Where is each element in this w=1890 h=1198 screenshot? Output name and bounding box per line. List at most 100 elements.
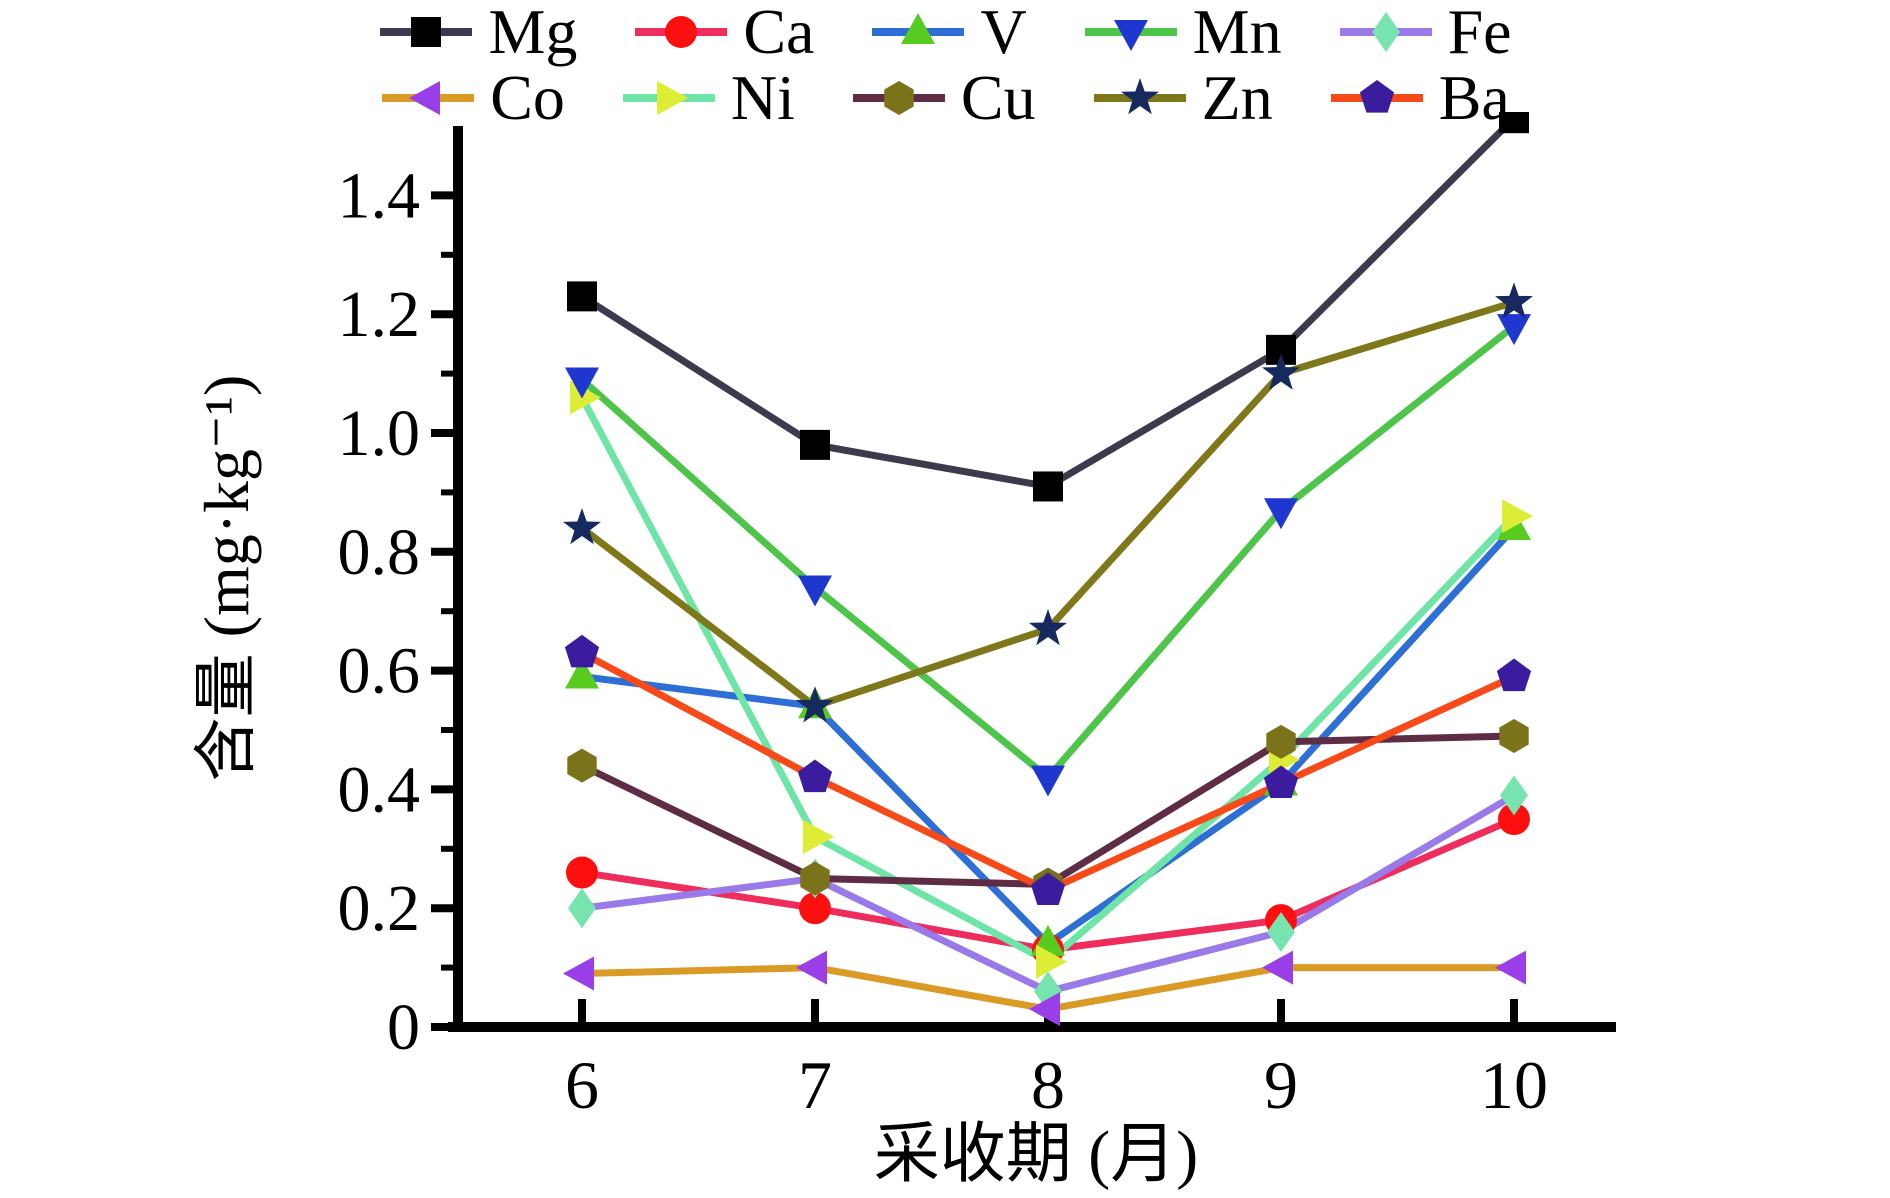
y-axis-title: 含量 (mg·kg⁻¹) bbox=[191, 375, 262, 782]
series-line-Cu bbox=[580, 732, 1515, 888]
series-markers-Mg bbox=[567, 112, 1529, 502]
legend-item-co: Co bbox=[380, 66, 565, 130]
legend-swatch-zn bbox=[1093, 78, 1186, 115]
legend-item-cu: Cu bbox=[851, 66, 1036, 130]
ni-triangle-right-marker-icon bbox=[1036, 944, 1067, 979]
co-triangle-left-marker-icon bbox=[1495, 950, 1526, 985]
legend-item-fe: Fe bbox=[1338, 0, 1512, 64]
mg-square-marker-icon bbox=[800, 429, 830, 460]
series-markers-Zn bbox=[563, 282, 1533, 723]
mn-triangle-down-marker-icon bbox=[798, 575, 832, 607]
ba-pentagon-marker-icon bbox=[1263, 765, 1299, 799]
zn-star-marker-icon bbox=[1029, 609, 1067, 646]
mn-triangle-down-marker-icon bbox=[1031, 765, 1065, 797]
ba-pentagon-marker-icon bbox=[1496, 658, 1532, 692]
cu-hexagon-marker-icon bbox=[800, 861, 830, 896]
legend-swatch-co bbox=[382, 81, 475, 115]
y-tick-label: 0.6 bbox=[338, 635, 421, 708]
ticks-group bbox=[431, 191, 1518, 1031]
mn-triangle-down-marker-icon bbox=[1497, 314, 1531, 346]
ba-pentagon-marker-icon bbox=[1359, 80, 1394, 113]
v-triangle-up-marker-icon bbox=[565, 657, 599, 689]
series-markers-Co bbox=[563, 950, 1526, 1027]
co-triangle-left-marker-icon bbox=[796, 950, 827, 985]
co-triangle-left-marker-icon bbox=[409, 81, 441, 115]
legend-label-ba: Ba bbox=[1438, 62, 1510, 133]
mn-triangle-down-marker-icon bbox=[1264, 498, 1298, 530]
v-triangle-up-marker-icon bbox=[901, 13, 936, 44]
legend-label-ni: Ni bbox=[730, 62, 795, 133]
ca-circle-marker-icon bbox=[1498, 803, 1530, 836]
legend-label-zn: Zn bbox=[1201, 62, 1273, 133]
mn-triangle-down-marker-icon bbox=[1113, 20, 1148, 51]
legend-swatch-cu bbox=[852, 81, 945, 115]
legend: Mg Ca V Mn Fe Co Ni Cu Zn Ba bbox=[0, 0, 1890, 130]
cu-hexagon-marker-icon bbox=[884, 81, 914, 115]
legend-label-fe: Fe bbox=[1447, 0, 1512, 67]
legend-label-v: V bbox=[980, 0, 1027, 67]
zn-star-marker-icon bbox=[563, 508, 601, 545]
ni-triangle-right-marker-icon bbox=[656, 81, 688, 115]
fe-diamond-marker-icon bbox=[1267, 911, 1295, 952]
x-tick-label: 8 bbox=[1031, 1047, 1065, 1123]
legend-item-mg: Mg bbox=[378, 0, 577, 64]
zn-star-marker-icon bbox=[796, 686, 834, 723]
legend-item-mn: Mn bbox=[1083, 0, 1282, 64]
legend-label-cu: Cu bbox=[960, 62, 1036, 133]
ba-pentagon-marker-icon bbox=[797, 759, 833, 793]
y-tick-label: 1.2 bbox=[338, 278, 421, 351]
cu-hexagon-marker-icon bbox=[1499, 718, 1529, 753]
y-tick-label: 1.0 bbox=[338, 397, 421, 470]
series-line-Mn bbox=[579, 323, 1517, 783]
legend-item-ca: Ca bbox=[633, 0, 814, 64]
y-tick-label: 0.4 bbox=[338, 753, 421, 826]
mg-square-marker-icon bbox=[1033, 471, 1063, 502]
x-tick-label: 6 bbox=[565, 1047, 599, 1123]
legend-row-2: Co Ni Cu Zn Ba bbox=[0, 66, 1890, 130]
series-line-Mg bbox=[580, 115, 1517, 491]
fe-diamond-marker-icon bbox=[1371, 12, 1400, 52]
legend-label-co: Co bbox=[490, 62, 565, 133]
ba-pentagon-marker-icon bbox=[1030, 872, 1066, 905]
co-triangle-left-marker-icon bbox=[1029, 992, 1060, 1027]
legend-swatch-v bbox=[872, 13, 965, 44]
legend-swatch-ni bbox=[622, 81, 715, 115]
legend-label-mn: Mn bbox=[1192, 0, 1282, 67]
ca-circle-marker-icon bbox=[566, 856, 598, 889]
ba-pentagon-marker-icon bbox=[564, 634, 600, 668]
x-axis-title: 采收期 (月) bbox=[874, 1118, 1198, 1191]
series-markers-Mn bbox=[565, 314, 1531, 797]
y-tick-label: 1.4 bbox=[338, 159, 421, 232]
legend-swatch-mg bbox=[380, 17, 473, 47]
x-tick-label: 10 bbox=[1480, 1047, 1548, 1123]
ni-triangle-right-marker-icon bbox=[803, 819, 834, 854]
legend-item-ni: Ni bbox=[621, 66, 795, 130]
legend-swatch-ba bbox=[1330, 80, 1423, 113]
zn-star-marker-icon bbox=[1495, 282, 1533, 319]
x-tick-label: 7 bbox=[798, 1047, 832, 1123]
legend-swatch-mn bbox=[1084, 20, 1177, 51]
axes-group bbox=[448, 126, 1616, 1032]
fe-diamond-marker-icon bbox=[1500, 775, 1528, 816]
legend-label-mg: Mg bbox=[488, 0, 578, 67]
mg-square-marker-icon bbox=[567, 281, 597, 312]
co-triangle-left-marker-icon bbox=[563, 956, 594, 991]
x-tick-label: 9 bbox=[1264, 1047, 1298, 1123]
y-tick-label: 0 bbox=[387, 991, 420, 1064]
legend-item-v: V bbox=[870, 0, 1027, 67]
ni-triangle-right-marker-icon bbox=[1502, 499, 1533, 534]
legend-swatch-ca bbox=[635, 16, 728, 48]
series-markers-group bbox=[563, 112, 1533, 1027]
zn-star-marker-icon bbox=[1120, 78, 1159, 115]
y-tick-label: 0.8 bbox=[338, 516, 421, 589]
legend-row-1: Mg Ca V Mn Fe bbox=[0, 0, 1890, 64]
cu-hexagon-marker-icon bbox=[567, 748, 597, 783]
mg-square-marker-icon bbox=[1499, 112, 1529, 134]
y-tick-label: 0.2 bbox=[338, 872, 421, 945]
legend-label-ca: Ca bbox=[743, 0, 815, 67]
legend-swatch-fe bbox=[1339, 12, 1432, 52]
ca-circle-marker-icon bbox=[799, 892, 831, 925]
mg-square-marker-icon bbox=[411, 17, 442, 47]
